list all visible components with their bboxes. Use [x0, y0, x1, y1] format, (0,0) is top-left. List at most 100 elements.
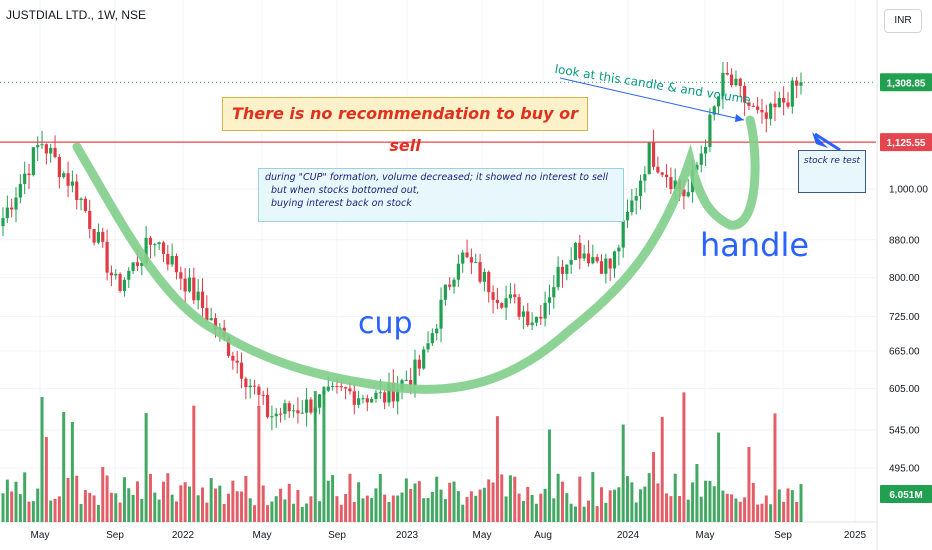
candle: [196, 291, 200, 301]
candle: [387, 382, 391, 403]
volume-bar: [131, 494, 135, 522]
volume-bar: [586, 500, 590, 522]
volume-bar: [491, 482, 495, 522]
candle: [556, 266, 560, 288]
candle: [23, 173, 27, 184]
x-tick-label: 2025: [844, 530, 867, 541]
candle: [57, 156, 61, 178]
y-tick-label: 1,000.00: [889, 185, 928, 196]
volume-bar: [400, 492, 404, 522]
volume-bar: [621, 424, 625, 522]
recommendation-note: There is no recommendation to buy or sel…: [222, 97, 588, 155]
candle: [530, 322, 534, 326]
volume-bar: [600, 487, 603, 522]
candle: [404, 379, 408, 381]
volume-bar: [396, 495, 400, 522]
y-tick-label: 495.00: [889, 464, 920, 475]
candle: [70, 181, 74, 186]
candle: [1, 218, 5, 227]
candle: [764, 112, 768, 119]
volume-bar: [439, 489, 443, 522]
symbol-title: JUSTDIAL LTD., 1W, NSE: [6, 8, 147, 22]
candle: [166, 253, 170, 265]
candle: [157, 242, 161, 245]
handle-label: handle: [700, 226, 810, 264]
candle: [751, 105, 755, 107]
volume-bar: [240, 491, 244, 522]
candle: [651, 142, 656, 167]
volume-bar: [70, 422, 74, 522]
volume-bar: [751, 482, 755, 522]
volume-bar: [573, 506, 577, 522]
candle: [300, 412, 304, 414]
candle: [465, 252, 469, 258]
volume-bar: [348, 473, 352, 522]
candle: [174, 255, 179, 273]
candle: [643, 174, 647, 181]
volume-bar: [135, 481, 139, 522]
candle: [226, 336, 231, 356]
candle: [18, 183, 22, 198]
y-tick-label: 880.00: [889, 235, 920, 246]
candle: [591, 257, 595, 264]
volume-bar: [57, 496, 61, 522]
candle: [760, 109, 764, 113]
candle: [526, 311, 530, 326]
volume-bar: [170, 494, 174, 522]
candle: [248, 385, 252, 388]
candle: [721, 72, 725, 97]
candle: [192, 277, 196, 301]
volume-bar: [227, 493, 231, 522]
volume-bar: [322, 386, 326, 522]
candle: [756, 106, 760, 110]
candle: [478, 262, 482, 282]
candle: [699, 153, 703, 165]
candle: [62, 173, 66, 178]
candle: [673, 180, 677, 190]
volume-bar: [183, 482, 187, 522]
candle: [339, 386, 343, 388]
candle: [5, 207, 9, 219]
candle: [317, 394, 322, 408]
volume-bar: [378, 473, 382, 522]
volume-bar: [201, 487, 204, 522]
volume-bar: [279, 488, 283, 522]
candle: [599, 261, 604, 274]
candle: [96, 232, 101, 243]
candle: [469, 257, 473, 263]
candle: [79, 198, 83, 201]
volume-bar: [604, 502, 608, 522]
candle: [638, 180, 643, 197]
candle: [586, 253, 591, 264]
volume-bar: [669, 496, 673, 522]
volume-bar: [582, 506, 586, 522]
volume-bar: [92, 495, 96, 522]
candle: [782, 98, 786, 103]
volume-bar: [101, 467, 105, 522]
volume-bar: [443, 499, 447, 522]
candle: [313, 407, 317, 413]
candle: [326, 386, 330, 391]
candle: [630, 200, 634, 212]
volume-bar: [222, 503, 226, 522]
x-tick-label: Aug: [534, 530, 552, 541]
volume-bar: [335, 496, 339, 522]
candle: [491, 292, 495, 300]
volume-bar: [686, 499, 690, 522]
volume-bar: [760, 503, 764, 522]
volume-bar: [18, 494, 22, 522]
volume-bar: [387, 501, 391, 522]
volume-bar: [617, 487, 621, 522]
volume-bar: [326, 480, 330, 522]
candle: [461, 252, 465, 264]
volume-bar: [339, 504, 343, 522]
candle: [239, 362, 244, 379]
candle: [634, 196, 638, 201]
candle: [730, 74, 734, 86]
candle: [543, 302, 547, 319]
volume-bar: [569, 503, 573, 522]
volume-bar: [266, 505, 270, 522]
currency-button[interactable]: INR: [884, 9, 922, 33]
candle: [261, 394, 265, 396]
